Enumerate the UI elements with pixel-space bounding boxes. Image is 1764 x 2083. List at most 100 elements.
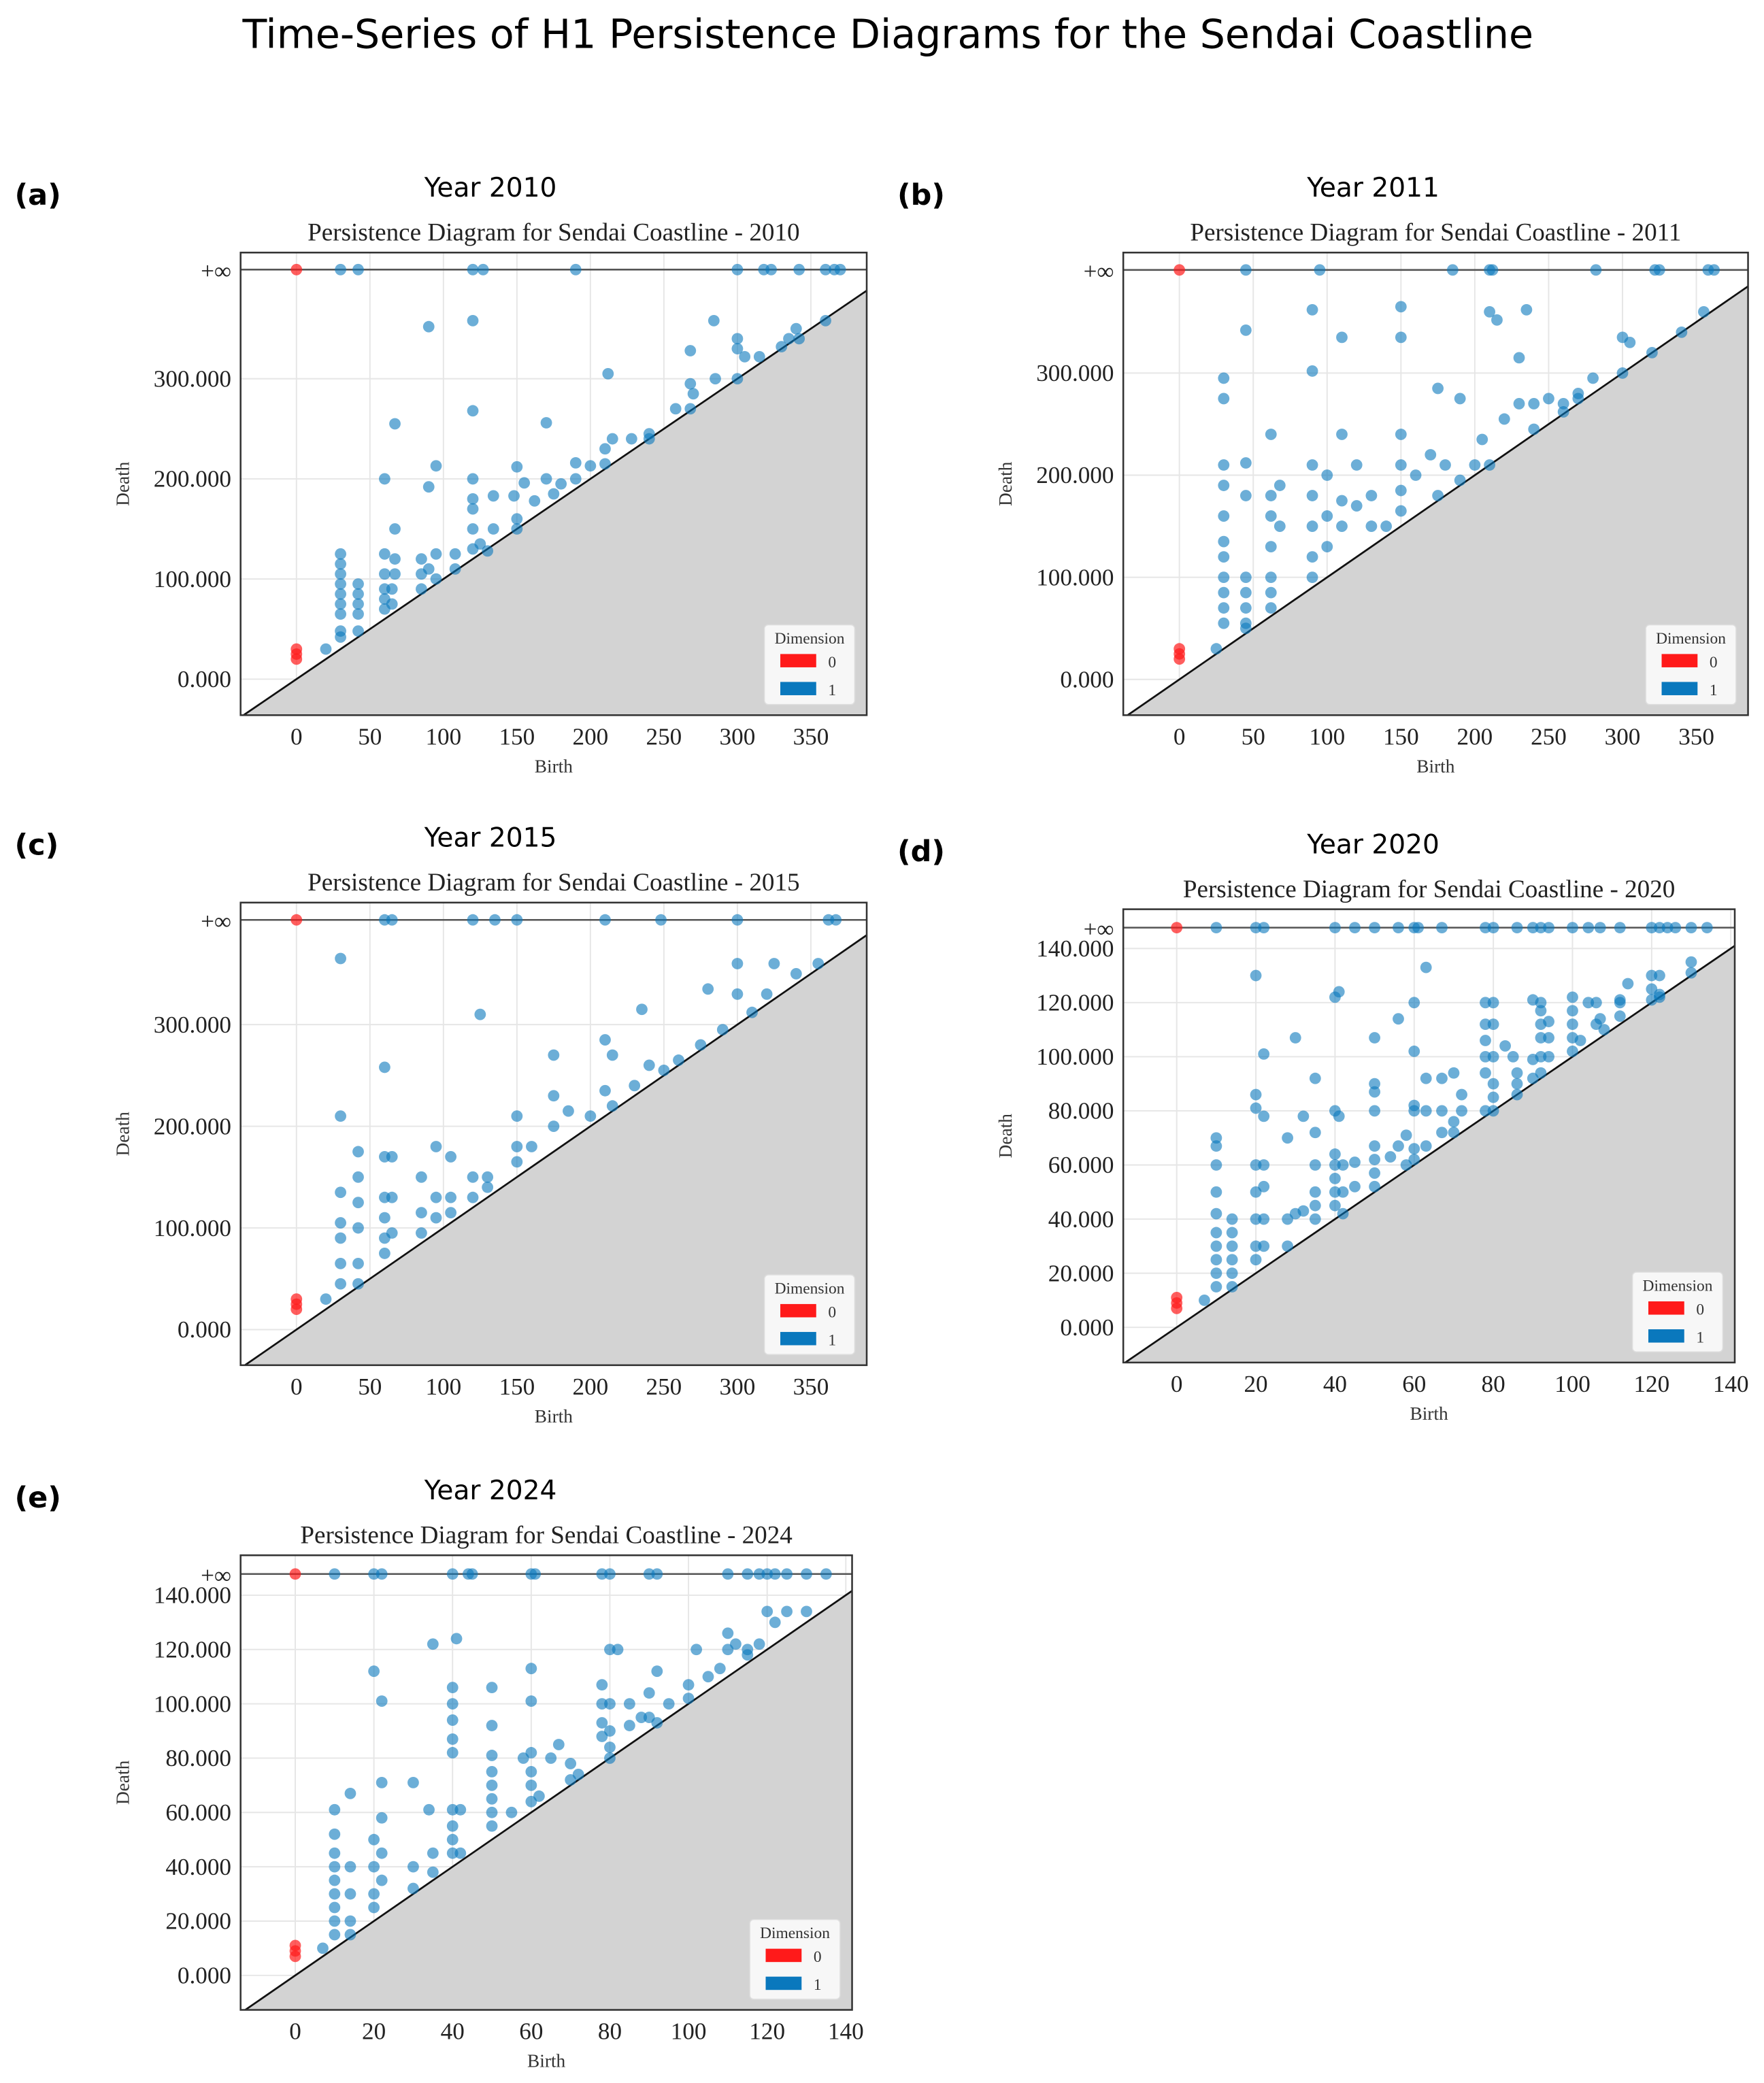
point-dim1 — [548, 488, 560, 500]
point-dim1 — [1250, 1102, 1262, 1114]
plot-frame — [1122, 908, 1736, 1364]
x-tick-label: 200 — [1457, 723, 1493, 750]
x-tick-label: 350 — [793, 723, 829, 750]
point-dim0 — [289, 1939, 301, 1952]
point-dim1 — [565, 1758, 577, 1769]
point-dim1 — [1226, 1227, 1238, 1239]
point-dim1 — [768, 958, 780, 969]
legend-label-dim0: 0 — [828, 1303, 836, 1321]
point-dim1 — [344, 1787, 356, 1799]
point-dim1 — [486, 1779, 498, 1791]
point-dim1 — [1480, 922, 1491, 934]
point-dim1 — [352, 1222, 364, 1234]
point-dim1 — [1321, 469, 1333, 481]
point-dim1 — [1250, 1213, 1262, 1225]
point-dim1 — [320, 643, 332, 655]
point-dim1 — [1250, 1240, 1262, 1252]
x-tick-label: 0 — [290, 723, 303, 750]
point-dim1 — [449, 563, 461, 575]
y-tick-label: 120.000 — [154, 1636, 231, 1663]
point-dim1 — [329, 1874, 341, 1886]
point-dim1 — [1572, 393, 1584, 405]
point-dim1 — [643, 433, 655, 445]
y-tick-label: 100.000 — [1036, 1044, 1114, 1070]
point-dim1 — [761, 1605, 773, 1618]
year-title: Year 2011 — [1306, 173, 1440, 203]
point-dim1 — [1491, 314, 1503, 326]
point-dim1 — [1226, 1267, 1238, 1280]
point-dim1 — [569, 456, 582, 469]
point-dim1 — [467, 314, 479, 327]
point-dim1 — [344, 1861, 356, 1873]
point-dim1 — [416, 1207, 427, 1219]
point-dim1 — [1210, 643, 1222, 655]
point-dim1 — [467, 1171, 479, 1183]
point-dim1 — [1454, 393, 1466, 405]
point-dim1 — [1436, 922, 1448, 934]
point-dim1 — [1543, 1016, 1554, 1028]
point-dim1 — [368, 1568, 380, 1580]
point-dim1 — [1432, 382, 1444, 395]
point-dim1 — [1210, 1281, 1222, 1293]
point-dim1 — [1210, 1159, 1222, 1171]
point-dim1 — [552, 1739, 565, 1750]
point-dim1 — [1258, 922, 1270, 934]
point-dim1 — [329, 1803, 341, 1816]
x-tick-label: 60 — [519, 2018, 543, 2045]
point-dim1 — [820, 1568, 832, 1580]
point-dim1 — [731, 263, 744, 276]
y-tick-label: 40.000 — [1048, 1206, 1114, 1233]
legend-swatch-dim1 — [780, 682, 816, 695]
diagonal-line — [1125, 945, 1735, 1364]
point-dim1 — [776, 341, 788, 353]
legend-swatch-dim0 — [1661, 654, 1698, 667]
point-dim1 — [1487, 997, 1499, 1009]
point-dim1 — [525, 1747, 537, 1759]
point-dim1 — [376, 1847, 388, 1859]
x-tick-label: 50 — [1242, 723, 1265, 750]
y-tick-label: 0.000 — [178, 1316, 231, 1343]
point-dim1 — [1594, 922, 1606, 934]
point-dim1 — [1265, 541, 1277, 553]
point-dim1 — [1306, 303, 1318, 316]
y-tick-label: 60.000 — [1048, 1152, 1114, 1178]
point-dim1 — [682, 1693, 695, 1705]
point-dim1 — [1543, 393, 1554, 405]
point-dim1 — [430, 548, 442, 560]
point-dim1 — [731, 914, 744, 926]
point-dim1 — [477, 263, 489, 276]
point-dim1 — [1350, 459, 1363, 471]
point-dim1 — [352, 588, 364, 600]
point-dim1 — [1239, 264, 1252, 276]
y-tick-label-infinity: +∞ — [201, 258, 231, 284]
point-dim1 — [1676, 326, 1688, 338]
point-dim1 — [533, 1790, 545, 1802]
point-dim1 — [446, 1568, 459, 1580]
point-dim1 — [368, 1665, 380, 1678]
point-dim1 — [651, 1665, 663, 1678]
legend-swatch-dim1 — [1661, 682, 1698, 695]
point-dim1 — [1567, 1018, 1578, 1031]
point-dim1 — [563, 1105, 574, 1117]
point-dim1 — [1487, 922, 1499, 934]
point-dim1 — [1239, 622, 1252, 635]
point-dim1 — [352, 1146, 364, 1158]
point-dim1 — [1614, 997, 1626, 1009]
panel-label: (d) — [897, 835, 945, 869]
point-dim1 — [1314, 264, 1326, 276]
plot-frame — [239, 1554, 853, 2011]
x-tick-label: 80 — [1482, 1371, 1505, 1397]
y-tick-label: 200.000 — [154, 1113, 231, 1139]
point-dim1 — [511, 1110, 523, 1122]
point-dim1 — [1210, 1227, 1222, 1239]
panel-label: (e) — [14, 1481, 61, 1515]
diagonal-line — [244, 1590, 853, 2011]
x-tick-label: 250 — [646, 723, 682, 750]
point-dim1 — [407, 1861, 419, 1873]
legend-label-dim1: 1 — [1696, 1329, 1704, 1347]
point-dim1 — [1395, 429, 1407, 440]
point-dim1 — [834, 263, 846, 276]
point-dim1 — [446, 1820, 459, 1832]
point-dim1 — [320, 1293, 332, 1305]
point-dim1 — [673, 1054, 684, 1066]
